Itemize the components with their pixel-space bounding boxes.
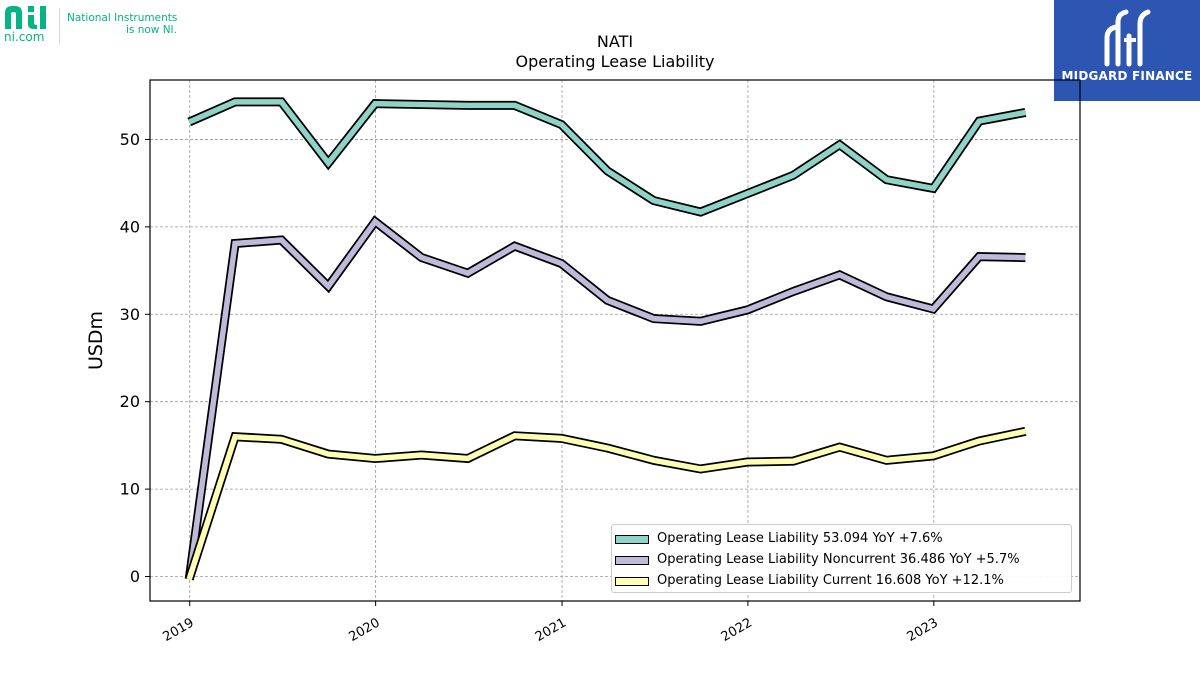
x-tick-label: 2019: [161, 615, 197, 645]
y-tick-label: 0: [130, 567, 140, 586]
series-line-fill: [186, 428, 1027, 580]
plot-area: [149, 79, 1081, 602]
y-tick-label: 30: [120, 305, 140, 324]
y-tick-label: 20: [120, 392, 140, 411]
legend-label: Operating Lease Liability Current 16.608…: [657, 573, 1004, 588]
legend-swatch: [615, 577, 649, 586]
legend-item: Operating Lease Liability 53.094 YoY +7.…: [612, 529, 1071, 549]
series-line-fill: [186, 217, 1026, 580]
ni-domain: ni.com: [4, 30, 45, 44]
legend-label: Operating Lease Liability Noncurrent 36.…: [657, 552, 1020, 567]
ni-tagline-line-2: is now NI.: [125, 24, 177, 36]
publisher-name: MIDGARD FINANCE: [1061, 69, 1193, 83]
ni-tagline-line-1: National Instruments: [67, 12, 178, 24]
x-tick-label: 2020: [346, 615, 382, 645]
x-tick-label: 2021: [533, 615, 569, 645]
y-axis-label: USDm: [85, 311, 107, 370]
y-tick-label: 10: [120, 480, 140, 499]
logo-divider: [59, 8, 60, 44]
chart-title: NATI: [596, 32, 634, 51]
x-tick-label: 2023: [905, 615, 941, 645]
x-tick-label: 2022: [719, 615, 755, 645]
publisher-badge: MIDGARD FINANCE: [1054, 0, 1200, 101]
series-line: [184, 215, 1026, 580]
series-line: [187, 97, 1027, 217]
ni-logo-mark-icon: [5, 6, 46, 29]
legend: Operating Lease Liability 53.094 YoY +7.…: [611, 524, 1072, 593]
midgard-logo-icon: [1104, 9, 1151, 67]
legend-item: Operating Lease Liability Noncurrent 36.…: [612, 550, 1071, 570]
legend-swatch: [615, 535, 649, 544]
y-tick-label: 50: [120, 130, 140, 149]
legend-item: Operating Lease Liability Current 16.608…: [612, 571, 1071, 591]
series-line: [184, 426, 1027, 581]
ni-logo: ni.com National Instruments is now NI.: [4, 4, 194, 46]
y-tick-label: 40: [120, 217, 140, 236]
legend-label: Operating Lease Liability 53.094 YoY +7.…: [657, 531, 943, 546]
series-line-fill: [188, 99, 1027, 215]
legend-swatch: [615, 556, 649, 565]
chart-subtitle: Operating Lease Liability: [515, 52, 715, 71]
series-line-outline: [187, 97, 1027, 217]
